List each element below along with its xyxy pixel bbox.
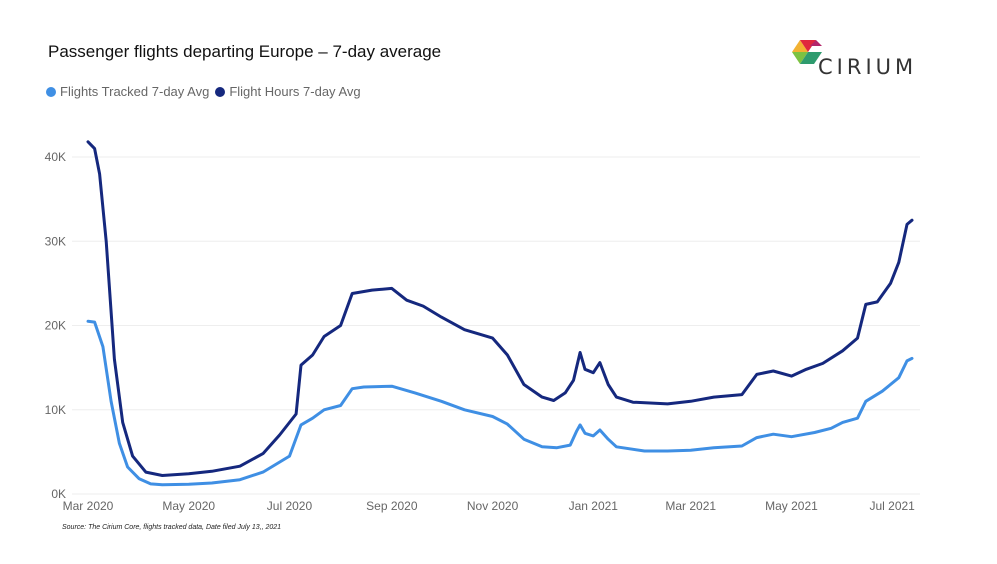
logo-text: CIRIUM [818, 55, 918, 79]
cirium-logo-icon [792, 40, 822, 64]
legend-item-flights[interactable]: Flights Tracked 7-day Avg [46, 84, 209, 99]
legend-label-flights: Flights Tracked 7-day Avg [60, 84, 210, 99]
chart-grid [72, 156, 920, 495]
x-tick-label: Jan 2021 [569, 499, 619, 513]
x-tick-label: May 2020 [162, 499, 215, 513]
y-tick-label: 40K [45, 150, 66, 164]
x-tick-label: Nov 2020 [467, 499, 519, 513]
y-tick-label: 10K [45, 403, 66, 417]
x-tick-label: Jul 2021 [869, 499, 915, 513]
legend-dot-hours [215, 86, 226, 97]
source-note: Source: The Cirium Core, flights tracked… [62, 524, 282, 531]
chart-legend: Flights Tracked 7-day Avg Flight Hours 7… [46, 84, 367, 99]
x-axis-ticks: Mar 2020 May 2020 Jul 2020 Sep 2020 Nov 2020… [63, 499, 916, 513]
y-axis-ticks: 0K 10K 20K 30K 40K [45, 150, 66, 501]
x-tick-label: Mar 2020 [63, 499, 114, 513]
series-line-flights[interactable] [86, 319, 914, 487]
chart-title: Passenger flights departing Europe – 7-d… [48, 42, 442, 61]
series-line-hours[interactable] [86, 140, 914, 477]
chart-series [86, 140, 914, 487]
legend-item-hours[interactable]: Flight Hours 7-day Avg [215, 84, 361, 99]
legend-label-hours: Flight Hours 7-day Avg [229, 84, 361, 99]
x-tick-label: Sep 2020 [366, 499, 418, 513]
y-tick-label: 0K [51, 487, 66, 501]
y-tick-label: 30K [45, 234, 66, 248]
legend-dot-flights [46, 86, 56, 97]
x-tick-label: Mar 2021 [665, 499, 716, 513]
x-tick-label: Jul 2020 [267, 499, 313, 513]
x-tick-label: May 2021 [765, 499, 818, 513]
y-tick-label: 20K [45, 319, 66, 333]
